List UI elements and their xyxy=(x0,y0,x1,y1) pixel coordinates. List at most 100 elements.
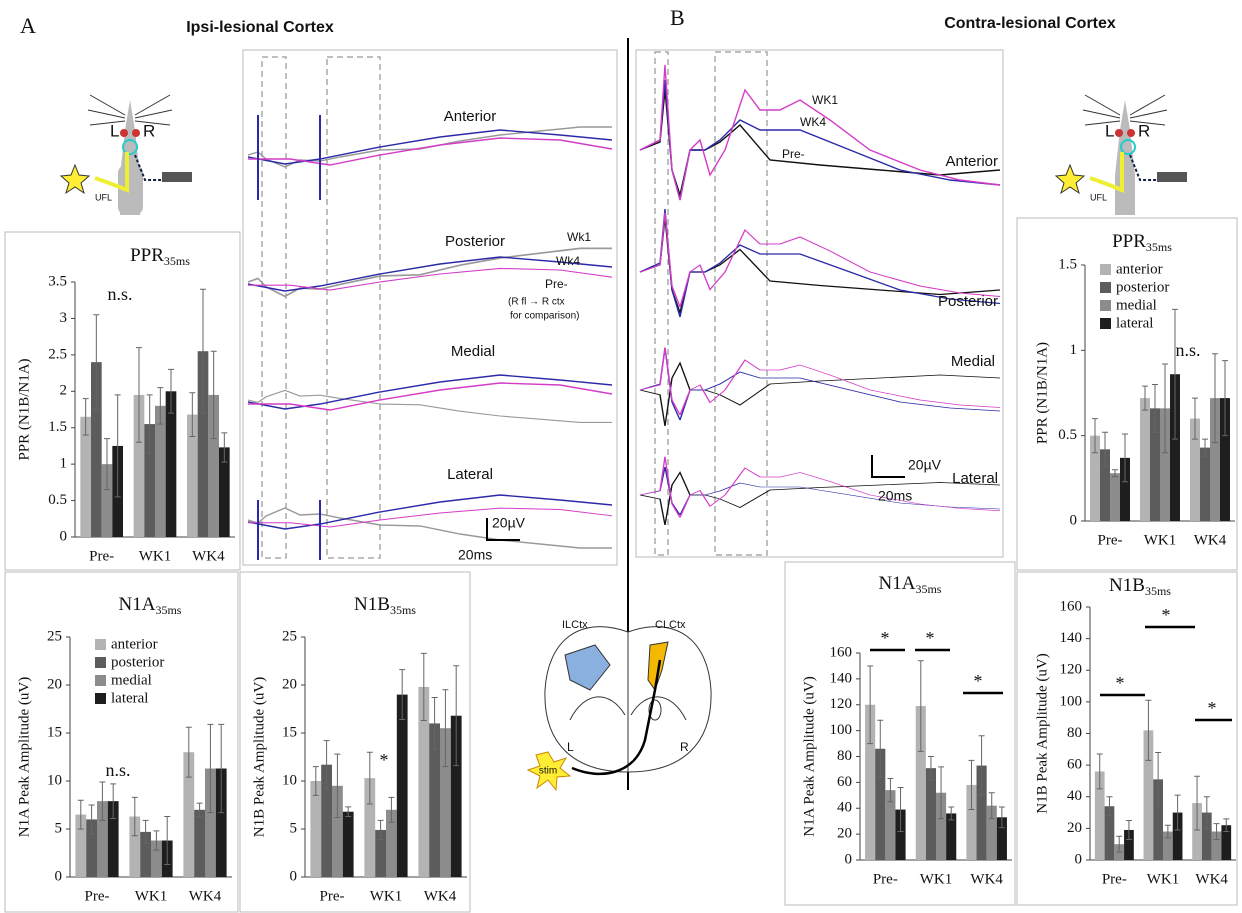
error-bar xyxy=(1222,360,1228,437)
bar xyxy=(342,811,354,877)
bar xyxy=(1124,829,1134,860)
error-bar xyxy=(1162,363,1168,454)
y-tick-label: 160 xyxy=(1060,598,1083,614)
error-bar xyxy=(1122,433,1128,483)
annotation: * xyxy=(974,671,983,691)
y-axis-label: N1A Peak Amplitude (uV) xyxy=(801,676,817,836)
error-bar xyxy=(82,398,89,436)
bar xyxy=(1150,408,1160,521)
bar xyxy=(1140,398,1150,521)
bar xyxy=(1201,812,1212,860)
legend-swatch xyxy=(1100,318,1111,329)
error-bar xyxy=(312,766,319,796)
bar xyxy=(386,809,397,877)
y-tick-label: 0.5 xyxy=(48,492,67,508)
bar-chart: N1B35ms N1B Peak Amplitude (uV) 0 20 40 60 80 1… xyxy=(1034,575,1236,887)
bar xyxy=(321,764,332,877)
legend-label: medial xyxy=(111,672,152,688)
error-bar xyxy=(453,665,460,767)
bar xyxy=(936,792,947,860)
y-tick-label: 40 xyxy=(837,800,852,816)
error-bar xyxy=(323,740,330,790)
title-main: N1B xyxy=(354,594,390,615)
legend-swatch xyxy=(1100,264,1111,275)
error-bar xyxy=(164,816,171,866)
bar xyxy=(155,405,166,537)
error-bar xyxy=(877,719,884,778)
trace-label: WK4 xyxy=(800,115,826,129)
bar xyxy=(364,778,376,877)
panel-label: B xyxy=(670,5,685,30)
y-axis-label: N1B Peak Amplitude (uV) xyxy=(251,677,267,837)
bar xyxy=(310,781,322,877)
bar xyxy=(875,748,886,860)
bar-chart: N1A35ms N1A Peak Amplitude (uV) 0 5 10 15 20 25… xyxy=(16,594,232,904)
annotation: * xyxy=(1208,698,1217,718)
bar xyxy=(332,785,343,877)
bar xyxy=(197,351,209,537)
region-label: Medial xyxy=(451,343,495,360)
error-bar xyxy=(442,689,449,768)
error-bar xyxy=(388,796,395,823)
y-tick-label: 20 xyxy=(837,826,852,842)
bar xyxy=(1172,812,1183,860)
bar xyxy=(1094,771,1105,860)
error-bar xyxy=(1194,775,1201,831)
x-tick-label: WK1 xyxy=(920,871,953,887)
y-tick-label: 10 xyxy=(282,772,297,788)
annotation: * xyxy=(1162,605,1171,625)
mouse-label: R xyxy=(1138,121,1150,140)
legend-swatch xyxy=(1100,300,1111,311)
bar xyxy=(165,391,177,537)
y-tick-label: 25 xyxy=(282,628,297,644)
error-bar xyxy=(867,665,874,745)
chart-title: PPR35ms xyxy=(1112,231,1172,253)
frame xyxy=(242,49,618,566)
trace-label: Wk1 xyxy=(567,230,591,244)
bar xyxy=(183,752,195,877)
bar xyxy=(215,768,227,877)
title-subscript: 35ms xyxy=(915,582,941,596)
error-bar xyxy=(136,347,142,443)
y-tick-label: 0 xyxy=(55,868,63,884)
error-bar xyxy=(1152,383,1158,433)
bar xyxy=(133,394,145,537)
title-main: PPR xyxy=(1112,231,1146,252)
legend-swatch xyxy=(95,693,106,704)
x-tick-label: WK1 xyxy=(139,548,172,564)
bar xyxy=(219,447,230,537)
bar-chart: N1B35ms N1B Peak Amplitude (uV) 0 5 10 15 20 25… xyxy=(251,594,467,904)
y-tick-label: 80 xyxy=(1067,725,1082,741)
y-tick-label: 140 xyxy=(830,670,853,686)
ipsi-traces xyxy=(247,56,613,560)
bar xyxy=(1104,806,1115,860)
scale-label: 20µV xyxy=(908,457,942,473)
y-axis-label: N1B Peak Amplitude (uV) xyxy=(1034,653,1050,813)
bar xyxy=(1170,374,1180,521)
bar xyxy=(865,704,876,860)
trace-label: Wk4 xyxy=(556,254,580,268)
error-bar xyxy=(399,669,406,721)
mouse-label: UFL xyxy=(1090,192,1107,202)
title-subscript: 35ms xyxy=(155,603,181,617)
mouse-schematic xyxy=(59,94,192,215)
x-tick-label: WK4 xyxy=(192,548,225,564)
bar xyxy=(450,715,462,877)
bar xyxy=(976,765,987,860)
error-bar xyxy=(377,819,384,841)
bar-chart: PPR35ms PPR (N1B/N1A) 0 0.5 1 1.5 2 2.5 3 3.5 Pre-… xyxy=(16,245,235,564)
y-tick-label: 25 xyxy=(47,628,62,644)
region-label: Anterior xyxy=(444,108,497,125)
y-axis-label: PPR (N1B/N1A) xyxy=(16,358,32,460)
bar xyxy=(75,814,87,877)
bar xyxy=(1163,831,1173,860)
error-bar xyxy=(1172,308,1178,440)
y-tick-label: 5 xyxy=(55,820,63,836)
legend-label: anterior xyxy=(1116,261,1163,277)
error-bar xyxy=(366,751,373,805)
error-bar xyxy=(207,723,214,814)
x-tick-label: WK4 xyxy=(1195,871,1228,887)
x-tick-label: Pre- xyxy=(85,888,110,904)
trace-note: for comparison) xyxy=(510,311,579,322)
scale-label: 20ms xyxy=(878,488,912,504)
